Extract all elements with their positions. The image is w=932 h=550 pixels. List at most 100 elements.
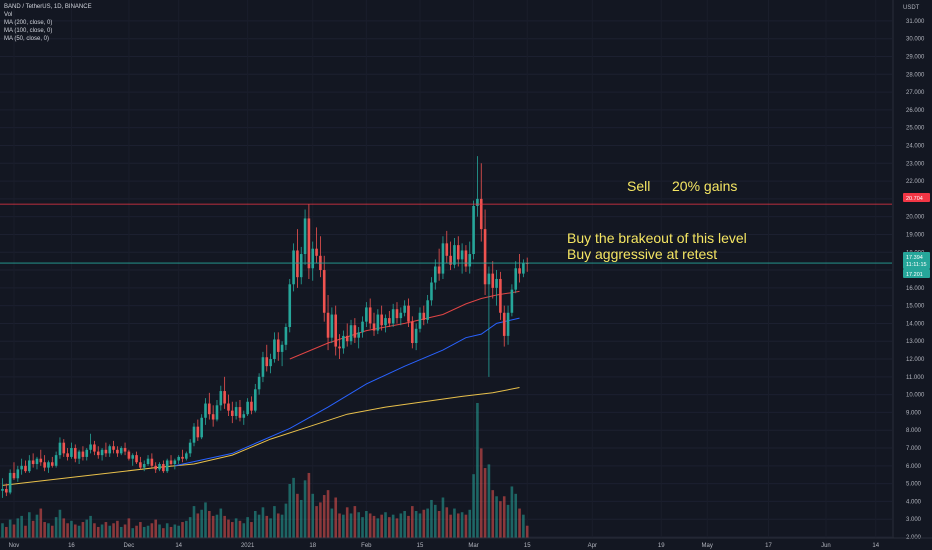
volume-bar bbox=[437, 511, 441, 538]
indicator-ma50[interactable]: MA (50, close, 0) bbox=[4, 36, 50, 42]
volume-bar bbox=[468, 509, 472, 538]
volume-bar bbox=[430, 499, 433, 538]
candle-body bbox=[135, 455, 138, 463]
candle-body bbox=[211, 414, 215, 420]
candle-body bbox=[395, 309, 399, 319]
candle-body bbox=[311, 248, 315, 269]
candle-body bbox=[296, 250, 299, 278]
volume-bar bbox=[66, 523, 69, 538]
price-tick-label: 31.000 bbox=[906, 19, 925, 25]
volume-bar bbox=[227, 519, 230, 538]
candle-body bbox=[338, 346, 341, 349]
indicator-volume[interactable]: Vol bbox=[4, 12, 13, 18]
volume-bar bbox=[192, 506, 196, 538]
price-tick-label: 11.000 bbox=[906, 375, 925, 381]
candle-body bbox=[468, 254, 472, 267]
candle-body bbox=[234, 407, 238, 416]
time-tick-label: Dec bbox=[124, 543, 135, 549]
indicator-ma200[interactable]: MA (200, close, 0) bbox=[4, 20, 53, 26]
candle-body bbox=[54, 455, 58, 466]
volume-bar bbox=[116, 520, 119, 538]
candle-body bbox=[204, 403, 207, 418]
price-tick-label: 28.000 bbox=[906, 72, 925, 78]
volume-bar bbox=[43, 522, 46, 538]
time-axis[interactable]: Nov 16 Dec 14 2021 18 Feb 15 Mar 15 Apr 19 May 17 Jun 1… bbox=[0, 537, 932, 549]
volume-bar bbox=[77, 525, 81, 538]
ma100-line bbox=[174, 317, 520, 467]
candle-body bbox=[169, 460, 173, 465]
candle-body bbox=[365, 307, 368, 322]
candle-body bbox=[146, 458, 150, 465]
candle-body bbox=[123, 448, 127, 452]
volume-bar bbox=[250, 522, 253, 538]
volume-bar bbox=[39, 508, 43, 538]
candle-body bbox=[96, 451, 100, 456]
volume-bar bbox=[162, 528, 165, 538]
candle-body bbox=[89, 444, 92, 450]
volume-bar bbox=[127, 518, 131, 538]
volume-bar bbox=[403, 511, 406, 538]
candle-body bbox=[491, 273, 495, 288]
candle-body bbox=[219, 391, 223, 406]
time-tick-label: 15 bbox=[524, 543, 531, 549]
volume-bar bbox=[395, 518, 399, 538]
price-tick-label: 19.000 bbox=[906, 232, 925, 238]
candle-body bbox=[280, 344, 284, 352]
volume-bar bbox=[28, 512, 31, 538]
volume-bar bbox=[307, 472, 311, 538]
candle-body bbox=[380, 314, 383, 326]
candle-body bbox=[334, 314, 338, 347]
candle-body bbox=[73, 448, 77, 459]
support-tag-bg bbox=[903, 269, 930, 278]
candle-body bbox=[522, 262, 525, 274]
support-tag: 17.201 bbox=[906, 272, 923, 278]
volume-bar bbox=[253, 511, 257, 538]
volume-bar bbox=[234, 518, 238, 538]
candle-body bbox=[5, 488, 8, 493]
candle-body bbox=[407, 305, 410, 322]
candles bbox=[1, 156, 529, 498]
volume-bar bbox=[372, 515, 376, 538]
candle-body bbox=[330, 314, 334, 338]
candle-body bbox=[253, 389, 257, 411]
symbol-title[interactable]: BAND / TetherUS, 1D, BINANCE bbox=[4, 4, 92, 10]
candle-body bbox=[81, 451, 85, 457]
volume-bar bbox=[204, 502, 207, 538]
volume-bar bbox=[284, 503, 288, 538]
candle-body bbox=[518, 268, 521, 274]
volume-bar bbox=[399, 513, 403, 538]
time-tick-label: Nov bbox=[9, 543, 20, 549]
volume-bar bbox=[518, 508, 521, 538]
volume-bar bbox=[276, 513, 280, 538]
candle-body bbox=[196, 426, 200, 438]
horizontal-levels[interactable] bbox=[0, 203, 892, 264]
volume-bar bbox=[24, 525, 27, 538]
candle-body bbox=[215, 405, 219, 420]
volume-bar bbox=[495, 496, 498, 538]
candle-body bbox=[93, 444, 96, 452]
candle-body bbox=[158, 464, 161, 470]
volume-bar bbox=[487, 464, 491, 538]
volume-bar bbox=[223, 515, 226, 538]
volume-bar bbox=[342, 514, 345, 538]
candle-body bbox=[449, 255, 452, 265]
volume-bar bbox=[154, 519, 157, 538]
candle-body bbox=[472, 205, 475, 255]
volume-bar bbox=[81, 522, 85, 538]
resistance-tag-bg bbox=[903, 193, 930, 202]
volume-bar bbox=[112, 523, 115, 538]
candle-body bbox=[303, 218, 307, 255]
time-tick-label: 14 bbox=[175, 543, 182, 549]
volume-bar bbox=[123, 524, 127, 538]
candle-body bbox=[177, 456, 180, 461]
price-tick-label: 7.000 bbox=[906, 446, 922, 452]
price-tick-label: 25.000 bbox=[906, 126, 925, 132]
time-tick-label: 16 bbox=[68, 543, 75, 549]
volume-bar bbox=[96, 526, 100, 538]
indicator-ma100[interactable]: MA (100, close, 0) bbox=[4, 28, 53, 34]
price-tick-label: 30.000 bbox=[906, 37, 925, 43]
volume-bar bbox=[20, 515, 23, 538]
price-tick-label: 6.000 bbox=[906, 464, 922, 470]
price-tick-label: 16.000 bbox=[906, 286, 925, 292]
